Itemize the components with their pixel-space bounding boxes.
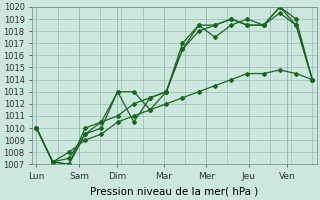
- X-axis label: Pression niveau de la mer( hPa ): Pression niveau de la mer( hPa ): [90, 187, 259, 197]
